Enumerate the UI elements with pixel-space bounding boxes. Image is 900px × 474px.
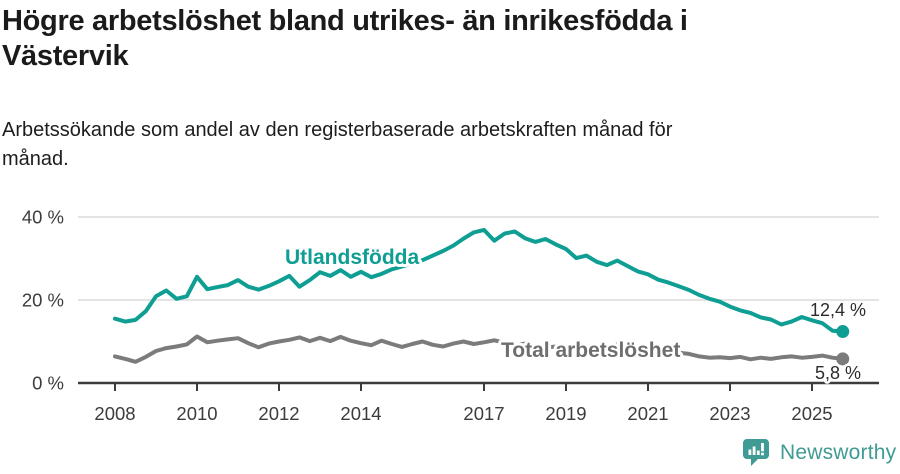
x-tick-label: 2025 <box>791 403 832 424</box>
page-title: Högre arbetslöshet bland utrikes- än inr… <box>2 5 688 72</box>
y-tick-label: 40 % <box>22 207 64 228</box>
logo-bar-3 <box>756 450 760 455</box>
series-end-value-utlandsfodda: 12,4 % <box>810 300 866 320</box>
x-tick-label: 2021 <box>627 403 668 424</box>
series-line-total-arbetsloshet <box>113 334 845 364</box>
x-tick-label: 2008 <box>94 403 135 424</box>
logo-bubble-shape <box>743 439 769 466</box>
logo-exclamation-dot <box>761 452 764 456</box>
y-tick-label: 20 % <box>22 290 64 311</box>
series-line-utlandsfodda <box>113 227 845 334</box>
series-end-value-total-arbetsloshet: 5,8 % <box>815 363 861 383</box>
y-tick-label: 0 % <box>32 373 64 394</box>
series-end-dot-total-arbetsloshet <box>836 352 850 366</box>
x-tick-label: 2014 <box>340 403 381 424</box>
x-tick-label: 2012 <box>258 403 299 424</box>
logo-exclamation-stem <box>761 443 764 452</box>
newsworthy-brand-name: Newsworthy <box>780 440 897 464</box>
series-label-total-arbetsloshet: Total arbetslöshet <box>501 339 680 362</box>
chart-subtitle: Arbetssökande som andel av den registerb… <box>2 119 673 170</box>
series-label-utlandsfodda: Utlandsfödda <box>285 246 419 269</box>
x-tick-label: 2019 <box>545 403 586 424</box>
logo-bar-2 <box>752 446 756 455</box>
newsworthy-logo-icon <box>743 439 769 466</box>
x-tick-label: 2023 <box>709 403 750 424</box>
x-tick-label: 2010 <box>176 403 217 424</box>
logo-bar-1 <box>748 449 752 455</box>
x-tick-label: 2017 <box>463 403 504 424</box>
series-end-dot-utlandsfodda <box>836 325 850 339</box>
newsworthy-brand-link[interactable]: Newsworthy <box>742 438 896 467</box>
